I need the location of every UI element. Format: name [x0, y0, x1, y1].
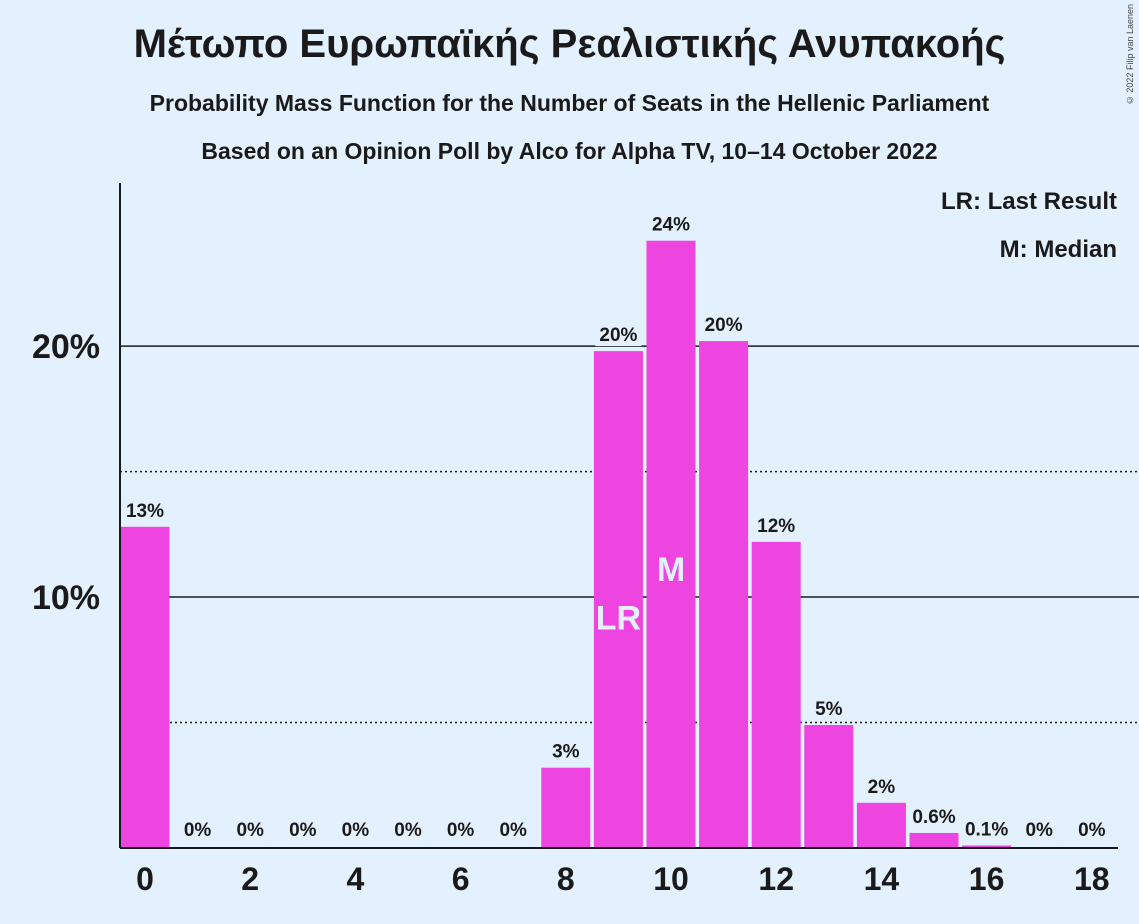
data-label-background	[700, 315, 747, 337]
data-label-background	[390, 820, 426, 841]
data-label-background	[232, 820, 269, 841]
y-tick-label: 20%	[32, 328, 100, 366]
data-label: 0%	[394, 820, 422, 841]
data-label: 12%	[757, 516, 795, 537]
data-label-background	[548, 741, 584, 763]
marker-lr: LR	[596, 599, 641, 637]
bar	[804, 725, 854, 848]
legend-item: M: Median	[1000, 236, 1117, 263]
data-label-background	[121, 500, 169, 522]
legend-item: LR: Last Result	[941, 188, 1117, 215]
data-label: 0%	[289, 820, 317, 841]
bar	[856, 802, 906, 848]
data-label-background	[753, 515, 800, 537]
data-label-background	[179, 820, 216, 841]
bar	[541, 767, 591, 848]
bar	[909, 832, 959, 848]
chart-subtitle: Probability Mass Function for the Number…	[149, 90, 990, 116]
data-label-background	[863, 776, 900, 798]
bar	[751, 541, 801, 848]
data-label: 0.1%	[965, 819, 1008, 840]
axes: 10% 20% 0 2 4 6 8 10 12 14 16 18	[32, 183, 1118, 897]
bars	[120, 240, 1012, 848]
x-tick-label: 10	[653, 861, 689, 897]
data-label: 24%	[652, 215, 690, 236]
data-label-background	[908, 806, 960, 828]
data-label: 13%	[126, 501, 164, 522]
data-label: 0%	[1078, 820, 1106, 841]
data-label-background	[442, 820, 479, 841]
bar	[699, 341, 749, 848]
bar	[120, 526, 170, 848]
x-tick-label: 0	[136, 861, 154, 897]
data-labels: 13% 0% 0% 0% 0% 0% 0% 0% 3% 20% 24% 20% 12% 5% 2% 0.6% 0…	[121, 214, 1110, 841]
x-tick-label: 16	[969, 861, 1005, 897]
data-label-background	[1074, 820, 1110, 841]
data-label: 0.6%	[912, 807, 955, 828]
bar	[962, 845, 1012, 848]
data-label: 2%	[868, 777, 896, 798]
data-label: 20%	[705, 315, 743, 336]
data-label: 3%	[552, 742, 580, 763]
bar	[646, 240, 696, 848]
x-tick-label: 6	[452, 861, 470, 897]
chart-title: Μέτωπο Ευρωπαϊκής Ρεαλιστικής Ανυπακοής	[133, 22, 1006, 66]
data-label: 0%	[499, 820, 527, 841]
x-tick-label: 2	[241, 861, 259, 897]
data-label: 5%	[815, 699, 843, 720]
data-label-background	[647, 214, 695, 236]
data-label-background	[595, 325, 642, 347]
data-label-background	[960, 819, 1013, 841]
x-tick-label: 14	[864, 861, 900, 897]
data-label: 0%	[447, 820, 475, 841]
legend: LR: Last Result M: Median	[941, 188, 1117, 263]
chart-subtitle-source: Based on an Opinion Poll by Alco for Alp…	[201, 138, 938, 164]
data-label: 0%	[236, 820, 264, 841]
x-tick-label: 12	[758, 861, 794, 897]
data-label: 20%	[599, 325, 637, 346]
marker-m: M	[657, 551, 685, 589]
data-label-background	[811, 699, 847, 721]
x-tick-label: 4	[347, 861, 365, 897]
x-tick-label: 8	[557, 861, 575, 897]
data-label: 0%	[342, 820, 370, 841]
data-label-background	[1021, 820, 1058, 841]
x-tick-label: 18	[1074, 861, 1110, 897]
data-label-background	[337, 820, 374, 841]
data-label-background	[285, 820, 321, 841]
bar	[593, 351, 643, 848]
data-label: 0%	[184, 820, 212, 841]
y-tick-label: 10%	[32, 579, 100, 617]
data-label-background	[495, 820, 532, 841]
data-label: 0%	[1025, 820, 1053, 841]
